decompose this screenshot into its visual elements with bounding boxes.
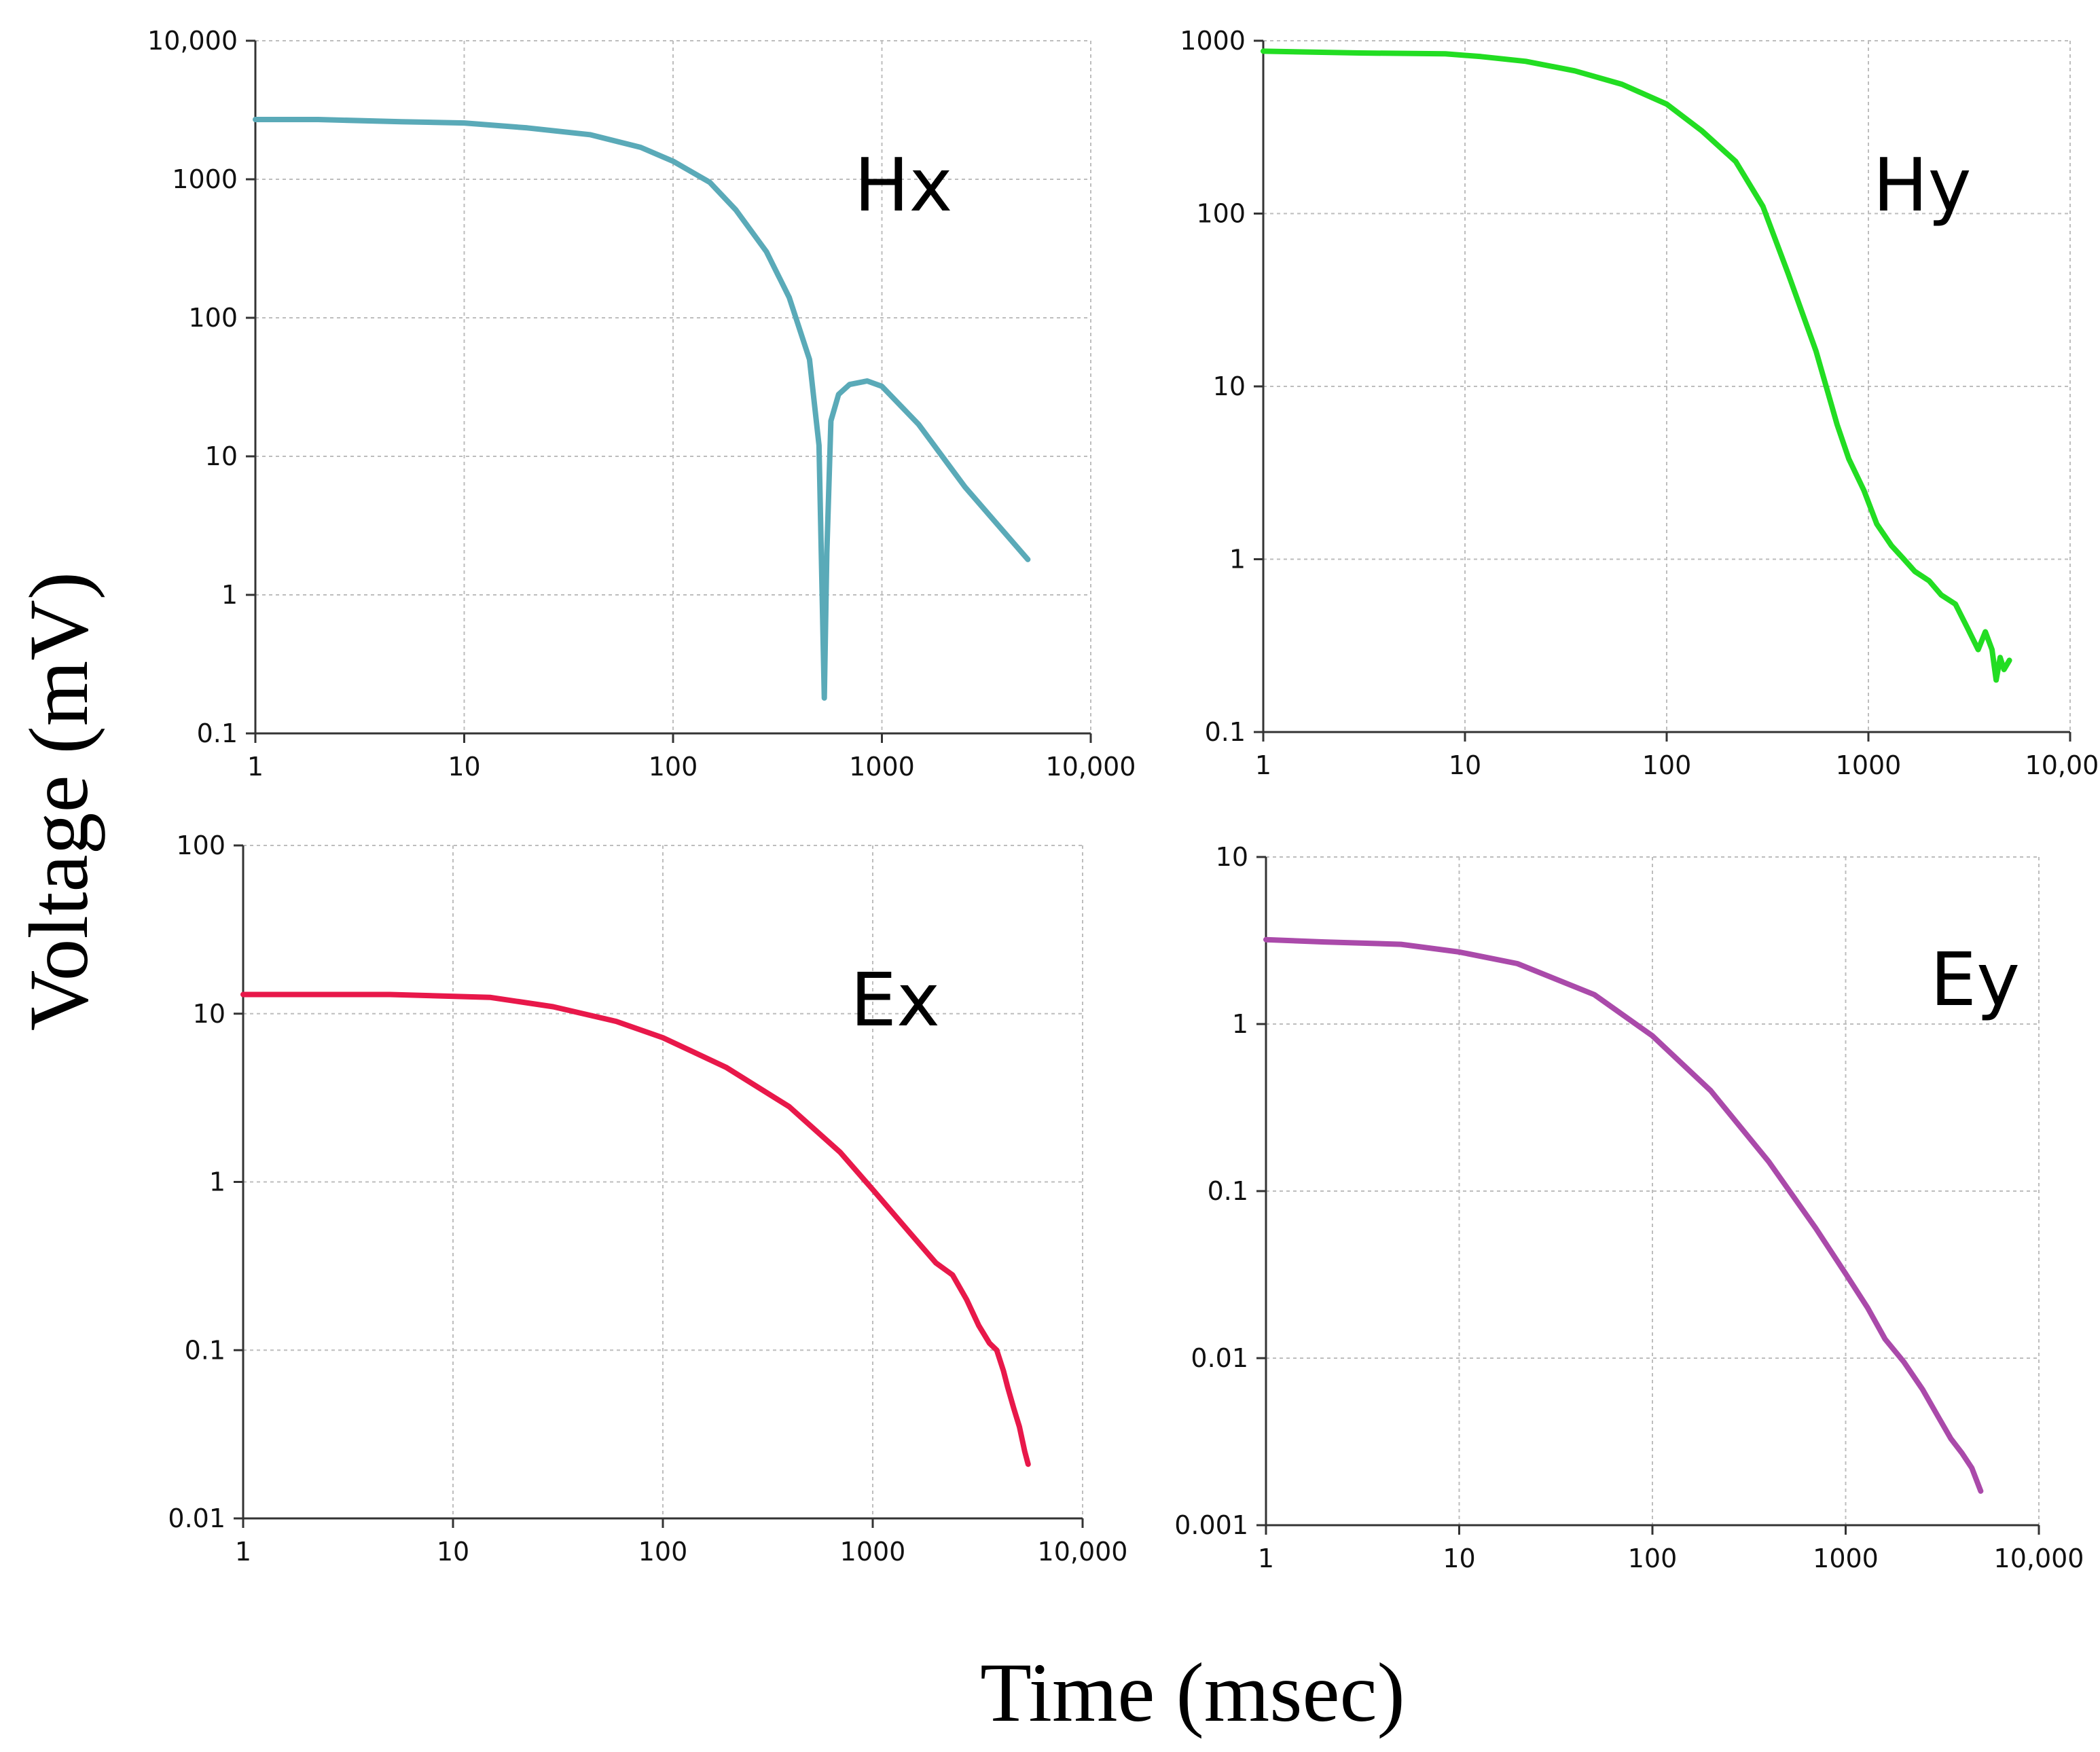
y-tick-label: 10 [205, 441, 238, 471]
y-tick-label: 1000 [172, 164, 238, 194]
x-tick-label: 10 [1449, 750, 1481, 780]
series-line-hy [1261, 48, 2012, 683]
panel-title-ey: Ey [1930, 938, 2020, 1023]
y-tick-label: 10 [193, 999, 225, 1029]
x-tick-label: 10,000 [1038, 1537, 1128, 1567]
x-tick-label: 10 [448, 752, 480, 782]
y-tick-label: 0.001 [1174, 1510, 1248, 1540]
x-tick-label: 10 [1443, 1544, 1475, 1573]
y-tick-label: 0.1 [197, 718, 238, 748]
panel-title-hx: Hx [854, 143, 952, 228]
x-tick-label: 1 [1258, 1544, 1274, 1573]
x-tick-label: 1000 [840, 1537, 906, 1567]
x-tick-label: 1 [235, 1537, 251, 1567]
y-tick-label: 1 [209, 1167, 225, 1197]
chart-ex: 1 10 100 1000 10,000 0.01 0.1 1 10 100 Ex [168, 831, 1127, 1567]
series-line-hx [253, 117, 1031, 701]
y-axis-title: Voltage (mV) [12, 572, 105, 1031]
x-tick-label: 100 [649, 752, 698, 782]
y-tick-label: 1 [1229, 545, 1246, 574]
y-tick-label: 0.1 [1208, 1176, 1248, 1206]
x-tick-label: 100 [1628, 1544, 1678, 1573]
y-tick-label: 10 [1213, 371, 1246, 401]
y-tick-label: 100 [188, 303, 238, 333]
x-tick-label: 100 [638, 1537, 688, 1567]
panel-title-hy: Hy [1872, 143, 1971, 228]
x-tick-label: 10,000 [1046, 752, 1136, 782]
x-axis-title: Time (msec) [980, 1646, 1405, 1739]
series-line-ex [240, 991, 1031, 1467]
x-tick-label: 100 [1642, 750, 1692, 780]
y-tick-label: 100 [1196, 199, 1246, 229]
series-line-ey [1263, 936, 1984, 1494]
y-tick-label: 100 [176, 831, 225, 860]
chart-hx: 1 10 100 1000 10,000 0.1 1 10 100 1000 10,000 Hx [147, 26, 1136, 782]
panel-title-ex: Ex [850, 958, 940, 1043]
chart-hy: 1 10 100 1000 10,000 0.1 1 10 100 1000 Hy [1180, 26, 2100, 780]
y-tick-label: 1 [221, 580, 238, 610]
y-tick-label: 10,000 [147, 26, 238, 56]
x-tick-label: 10,000 [2025, 750, 2100, 780]
y-tick-label: 0.01 [1191, 1343, 1248, 1373]
x-tick-label: 10 [437, 1537, 469, 1567]
y-tick-label: 10 [1216, 842, 1248, 872]
x-tick-label: 1 [247, 752, 264, 782]
x-tick-label: 10,000 [1994, 1544, 2084, 1573]
x-tick-label: 1000 [1813, 1544, 1879, 1573]
chart-ey: 1 10 100 1000 10,000 0.001 0.01 0.1 1 10 Ey [1174, 842, 2084, 1573]
x-tick-label: 1000 [1836, 750, 1902, 780]
y-tick-label: 1 [1232, 1009, 1248, 1039]
x-tick-label: 1 [1255, 750, 1271, 780]
y-tick-label: 0.01 [168, 1503, 225, 1533]
y-tick-label: 0.1 [1205, 717, 1246, 747]
x-tick-label: 1000 [849, 752, 915, 782]
y-tick-label: 0.1 [185, 1335, 225, 1365]
y-tick-label: 1000 [1180, 26, 1246, 56]
